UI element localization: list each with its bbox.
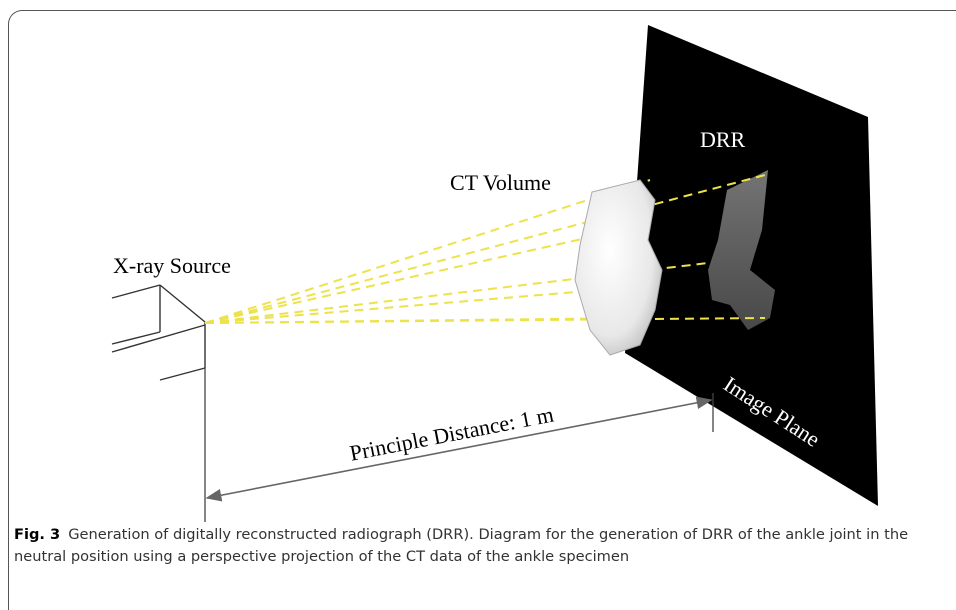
label-drr: DRR bbox=[700, 127, 746, 152]
distance-markers bbox=[204, 368, 714, 522]
label-distance: Principle Distance: 1 m bbox=[348, 402, 556, 466]
image-plane bbox=[625, 25, 878, 506]
label-ct-volume: CT Volume bbox=[450, 170, 551, 195]
drr-image bbox=[708, 170, 775, 330]
figure-frame bbox=[8, 10, 956, 610]
caption-text: Generation of digitally reconstructed ra… bbox=[14, 526, 909, 565]
label-xray-source: X-ray Source bbox=[113, 253, 231, 278]
ct-volume bbox=[574, 179, 663, 356]
caption: Fig. 3 Generation of digitally reconstruc… bbox=[14, 524, 939, 568]
page: X-ray Source CT Volume DRR Image Plane P… bbox=[8, 10, 956, 610]
caption-label: Fig. 3 bbox=[14, 526, 61, 543]
diagram: X-ray Source CT Volume DRR Image Plane P… bbox=[111, 25, 878, 522]
xray-source bbox=[111, 284, 206, 381]
